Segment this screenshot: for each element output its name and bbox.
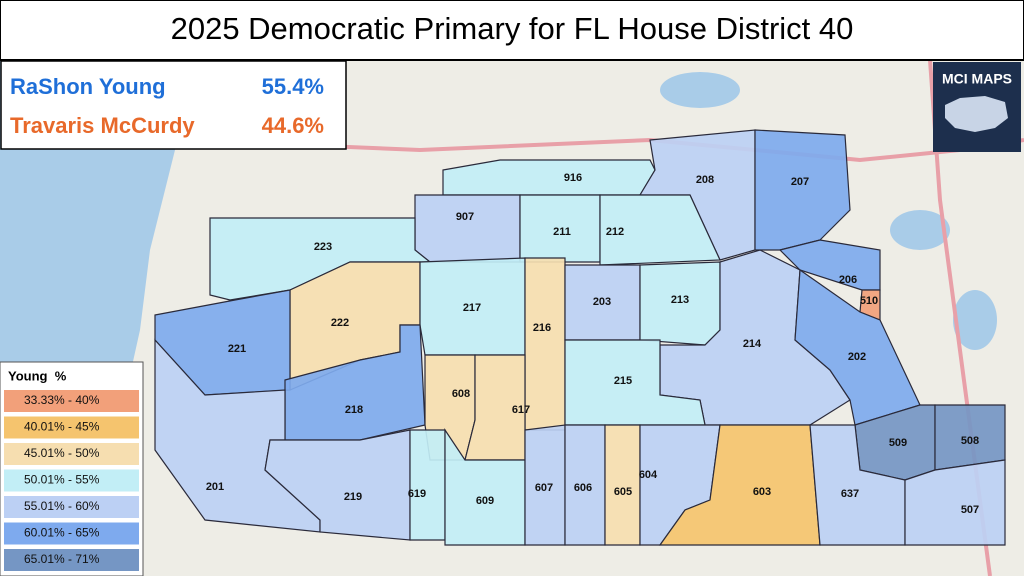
precinct-label: 609	[476, 495, 494, 507]
precinct-label: 214	[743, 338, 762, 350]
precinct	[442, 159, 656, 196]
title: 2025 Democratic Primary for FL House Dis…	[171, 11, 854, 46]
precinct-label: 605	[614, 486, 632, 498]
legend-label: 50.01% - 55%	[24, 473, 100, 487]
precinct-label: 509	[889, 437, 907, 449]
results-box	[0, 60, 347, 150]
candidate-share: 44.6%	[262, 113, 324, 138]
precinct-label: 507	[961, 504, 979, 516]
precinct-label: 510	[860, 295, 878, 307]
legend-label: 33.33% - 40%	[24, 393, 100, 407]
precinct-label: 637	[841, 488, 859, 500]
precinct	[599, 194, 721, 266]
precinct-label: 606	[574, 482, 592, 494]
lake	[890, 210, 950, 250]
legend-swatch	[4, 416, 139, 439]
precinct-label: 222	[331, 317, 349, 329]
legend-label: 40.01% - 45%	[24, 420, 100, 434]
legend-label: 55.01% - 60%	[24, 499, 100, 513]
lake	[660, 72, 740, 108]
logo-map	[945, 96, 1008, 132]
precinct-label: 603	[753, 486, 771, 498]
precinct-label: 206	[839, 274, 857, 286]
precinct-label: 219	[344, 491, 362, 503]
logo-title: MCI MAPS	[942, 71, 1012, 87]
legend-swatch	[4, 496, 139, 518]
results: RaShon Young 55.4% Travaris McCurdy 44.6%	[10, 74, 324, 138]
legend-swatch	[4, 549, 139, 571]
lake	[953, 290, 997, 350]
precinct-label: 916	[564, 172, 582, 184]
precinct-label: 207	[791, 176, 809, 188]
precinct-label: 221	[228, 343, 246, 355]
legend-swatch	[4, 390, 139, 412]
precinct-label: 508	[961, 435, 979, 447]
legend-label: 65.01% - 71%	[24, 552, 100, 566]
candidate-share: 55.4%	[262, 74, 324, 99]
precinct-label: 216	[533, 322, 551, 334]
legend-swatch	[4, 469, 139, 492]
legend: 33.33% - 40% 40.01% - 45% 45.01% - 50% 50.0…	[4, 390, 139, 571]
precinct	[414, 194, 521, 263]
precinct-label: 213	[671, 294, 689, 306]
precinct-label: 203	[593, 296, 611, 308]
precinct-label: 211	[553, 226, 571, 238]
precinct	[904, 459, 1006, 546]
precinct-label: 608	[452, 388, 470, 400]
precinct-label: 907	[456, 211, 474, 223]
legend-label: 60.01% - 65%	[24, 526, 100, 540]
precinct-label: 212	[606, 226, 624, 238]
legend-label: 45.01% - 50%	[24, 446, 100, 460]
precinct	[409, 429, 446, 541]
precinct-label: 202	[848, 351, 866, 363]
precinct-label: 215	[614, 375, 632, 387]
precinct-label: 607	[535, 482, 553, 494]
precinct-label: 201	[206, 481, 224, 493]
precinct	[264, 429, 411, 541]
precinct-label: 218	[345, 404, 363, 416]
precinct-label: 617	[512, 404, 530, 416]
precinct-label: 223	[314, 241, 332, 253]
candidate-name: RaShon Young	[10, 74, 166, 99]
legend-title: Young %	[8, 368, 67, 383]
legend-swatch	[4, 443, 139, 465]
precinct-label: 217	[463, 302, 481, 314]
precinct-label: 619	[408, 488, 426, 500]
precinct-label: 604	[639, 469, 658, 481]
legend-swatch	[4, 522, 139, 545]
precinct-label: 208	[696, 174, 714, 186]
precinct	[524, 257, 566, 431]
candidate-name: Travaris McCurdy	[10, 113, 195, 138]
title-bar	[0, 0, 1024, 61]
